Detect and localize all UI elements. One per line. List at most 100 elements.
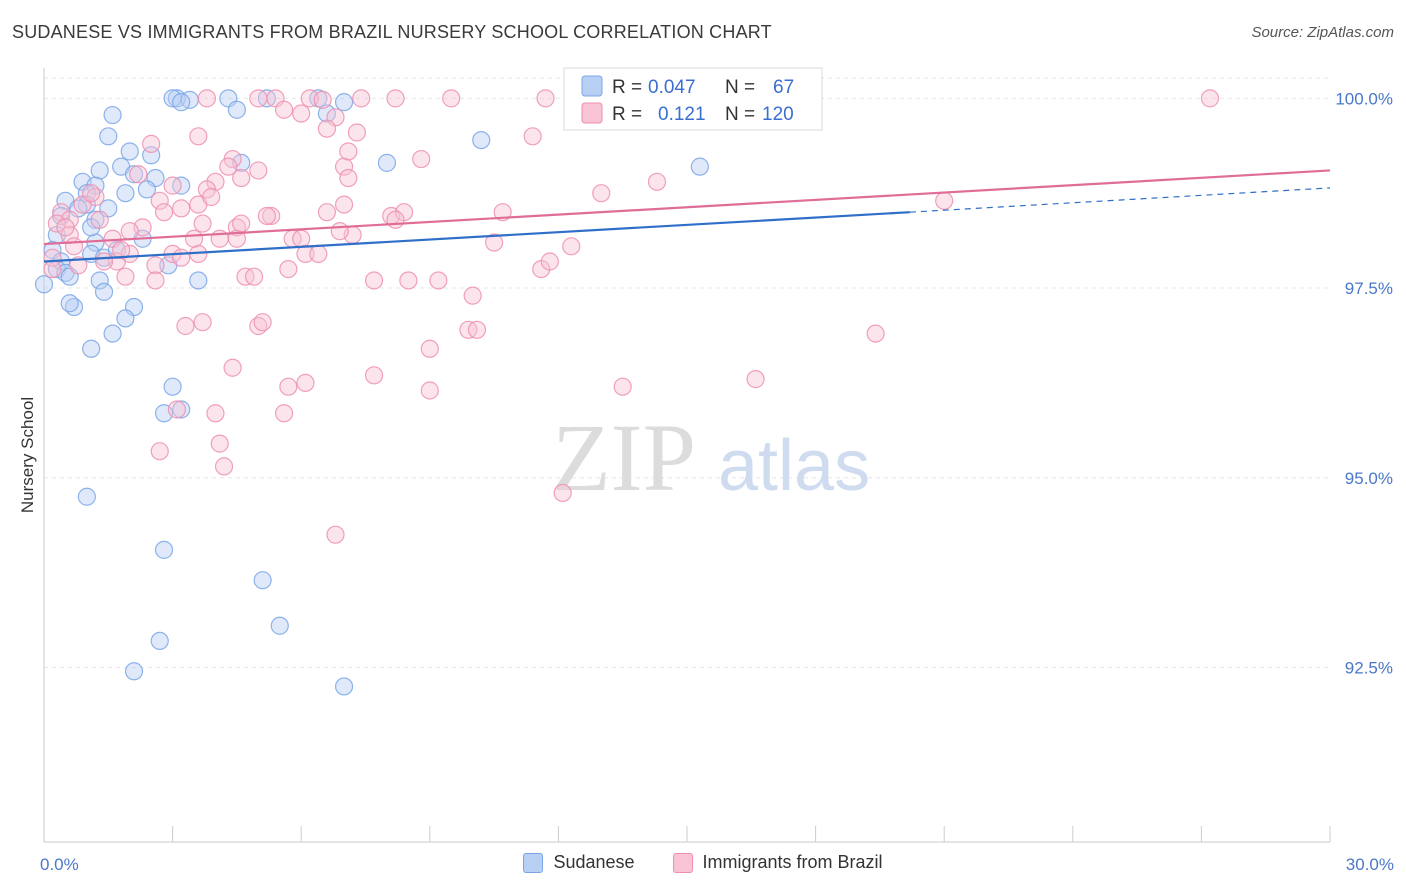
- point-brazil: [193, 214, 212, 233]
- stats-legend-box: [563, 67, 823, 131]
- point-brazil: [364, 366, 384, 385]
- trendline-brazil: [43, 169, 1331, 246]
- point-brazil: [82, 184, 101, 203]
- point-sudanese: [690, 157, 709, 176]
- point-sudanese: [172, 400, 191, 419]
- point-brazil: [163, 176, 182, 195]
- point-brazil: [647, 172, 667, 191]
- point-brazil: [420, 381, 439, 400]
- y-tick-label: 92.5%: [1345, 658, 1393, 677]
- point-brazil: [317, 203, 337, 222]
- point-sudanese: [90, 161, 109, 180]
- point-brazil: [540, 252, 559, 271]
- point-sudanese: [472, 130, 491, 150]
- point-brazil: [746, 370, 765, 389]
- point-brazil: [420, 339, 439, 358]
- point-brazil: [352, 89, 371, 108]
- point-brazil: [467, 320, 487, 339]
- point-brazil: [112, 241, 131, 260]
- point-brazil: [206, 404, 225, 423]
- point-brazil: [64, 237, 84, 256]
- trend-layer: [43, 169, 1331, 263]
- point-sudanese: [163, 377, 182, 396]
- point-brazil: [339, 142, 358, 161]
- point-brazil: [150, 191, 169, 210]
- point-brazil: [172, 248, 191, 267]
- point-sudanese: [103, 324, 122, 343]
- trendline-sudanese-extension: [909, 187, 1331, 213]
- point-brazil: [317, 119, 337, 138]
- point-brazil: [523, 127, 542, 146]
- point-brazil: [279, 377, 298, 396]
- point-sudanese: [172, 93, 191, 112]
- stats-r-label-sudanese: R =: [612, 77, 642, 98]
- point-sudanese: [270, 616, 289, 635]
- watermark-atlas: atlas: [718, 426, 870, 506]
- y-tick-label: 95.0%: [1345, 469, 1393, 488]
- point-brazil: [442, 89, 461, 108]
- y-tick-label: 100.0%: [1335, 89, 1393, 108]
- point-brazil: [150, 442, 169, 461]
- stats-n-value-sudanese: 67: [773, 77, 794, 98]
- point-brazil: [120, 222, 139, 241]
- point-brazil: [330, 222, 349, 241]
- point-sudanese: [34, 275, 54, 294]
- point-brazil: [193, 313, 212, 332]
- x-tick-label: 0.0%: [40, 855, 79, 874]
- point-brazil: [219, 157, 238, 176]
- stats-n-label-sudanese: N =: [725, 77, 755, 98]
- point-brazil: [249, 161, 268, 180]
- point-brazil: [197, 89, 216, 108]
- point-brazil: [386, 210, 405, 229]
- point-sudanese: [189, 271, 208, 290]
- point-sudanese: [103, 105, 122, 125]
- point-brazil: [167, 400, 186, 419]
- point-brazil: [279, 259, 298, 279]
- point-sudanese: [94, 282, 114, 301]
- legend-item-sudanese: Sudanese: [523, 852, 635, 873]
- point-brazil: [223, 358, 242, 377]
- point-brazil: [257, 206, 277, 226]
- x-tick-label: 30.0%: [1346, 855, 1394, 874]
- point-brazil: [339, 168, 358, 188]
- point-brazil: [296, 373, 315, 393]
- point-brazil: [43, 259, 62, 279]
- stats-n-label-brazil: N =: [725, 104, 755, 125]
- stats-swatch-brazil: [581, 102, 603, 124]
- point-sudanese: [116, 309, 135, 328]
- source-label: Source: ZipAtlas.com: [1251, 24, 1394, 41]
- watermark-zip: ZIP: [552, 404, 696, 511]
- point-brazil: [232, 168, 251, 188]
- point-brazil: [493, 203, 512, 222]
- point-sudanese: [77, 487, 96, 506]
- point-sudanese: [120, 142, 139, 161]
- point-sudanese: [124, 165, 144, 184]
- point-sudanese: [124, 662, 144, 681]
- stats-r-value-sudanese: 0.047: [648, 77, 696, 98]
- stats-r-label-brazil: R =: [612, 104, 642, 125]
- point-brazil: [935, 191, 954, 210]
- point-brazil: [866, 324, 885, 343]
- point-brazil: [176, 316, 195, 336]
- point-brazil: [386, 89, 405, 108]
- point-brazil: [274, 100, 294, 119]
- point-brazil: [120, 244, 139, 264]
- point-brazil: [90, 210, 109, 229]
- point-brazil: [429, 271, 448, 290]
- point-brazil: [613, 377, 632, 396]
- stats-legend: R = 0.047 N = 67 R = 0.121 N = 120: [563, 67, 823, 131]
- point-brazil: [485, 233, 504, 252]
- point-brazil: [142, 134, 161, 153]
- point-brazil: [1200, 89, 1220, 108]
- stats-r-value-brazil: 0.121: [658, 104, 706, 125]
- tick-labels: 100.0% 97.5% 95.0% 92.5% 0.0% 30.0%: [40, 89, 1394, 874]
- point-brazil: [56, 218, 75, 237]
- point-brazil: [244, 267, 264, 286]
- point-sudanese: [150, 631, 169, 651]
- point-brazil: [210, 434, 229, 453]
- point-sudanese: [227, 100, 246, 119]
- point-sudanese: [137, 180, 156, 199]
- point-brazil: [296, 244, 315, 264]
- point-brazil: [334, 195, 354, 214]
